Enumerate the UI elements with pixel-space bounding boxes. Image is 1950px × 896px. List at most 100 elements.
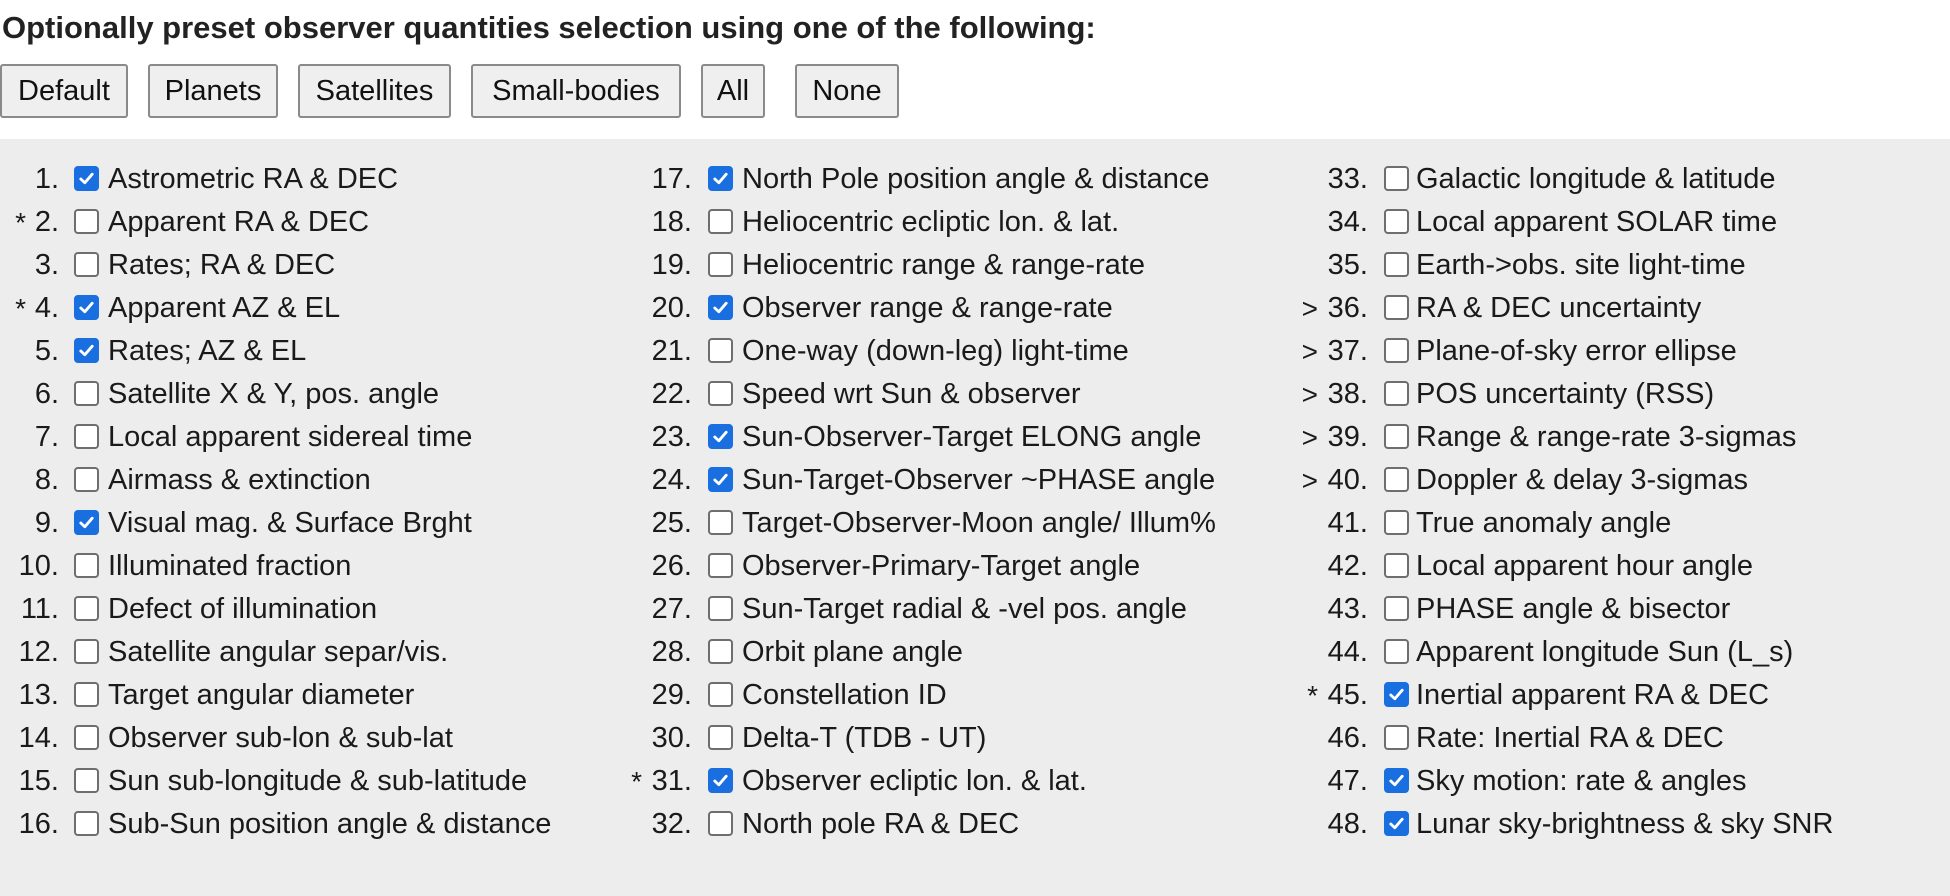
quantity-label[interactable]: Orbit plane angle	[742, 636, 963, 668]
quantity-checkbox[interactable]	[708, 252, 733, 277]
quantity-label[interactable]: Delta-T (TDB - UT)	[742, 722, 987, 754]
quantity-label[interactable]: Heliocentric range & range-rate	[742, 249, 1145, 281]
quantity-label[interactable]: Sun-Target radial & -vel pos. angle	[742, 593, 1187, 625]
quantity-checkbox[interactable]	[74, 768, 99, 793]
quantity-label[interactable]: Constellation ID	[742, 679, 947, 711]
quantity-checkbox[interactable]	[1384, 811, 1409, 836]
quantity-checkbox[interactable]	[74, 209, 99, 234]
quantity-label[interactable]: Illuminated fraction	[108, 550, 352, 582]
quantity-label[interactable]: North pole RA & DEC	[742, 808, 1020, 840]
quantity-checkbox[interactable]	[708, 467, 733, 492]
quantity-checkbox[interactable]	[1384, 510, 1409, 535]
quantity-label[interactable]: True anomaly angle	[1416, 507, 1672, 539]
quantity-checkbox[interactable]	[708, 381, 733, 406]
quantity-label[interactable]: Apparent longitude Sun (L_s)	[1416, 636, 1794, 668]
quantity-checkbox[interactable]	[1384, 295, 1409, 320]
quantity-label[interactable]: Apparent RA & DEC	[108, 206, 370, 238]
quantity-label[interactable]: Observer sub-lon & sub-lat	[108, 722, 453, 754]
quantity-checkbox[interactable]	[1384, 768, 1409, 793]
quantity-checkbox[interactable]	[1384, 553, 1409, 578]
preset-small-bodies-button[interactable]: Small-bodies	[471, 64, 681, 118]
quantity-checkbox[interactable]	[74, 639, 99, 664]
quantity-checkbox[interactable]	[708, 510, 733, 535]
quantity-checkbox[interactable]	[74, 338, 99, 363]
quantity-checkbox[interactable]	[74, 596, 99, 621]
quantity-checkbox[interactable]	[1384, 639, 1409, 664]
quantity-checkbox[interactable]	[1384, 166, 1409, 191]
quantity-label[interactable]: Airmass & extinction	[108, 464, 371, 496]
quantity-label[interactable]: Sun sub-longitude & sub-latitude	[108, 765, 528, 797]
quantity-checkbox[interactable]	[708, 424, 733, 449]
quantity-checkbox[interactable]	[74, 252, 99, 277]
quantity-label[interactable]: Earth->obs. site light-time	[1416, 249, 1746, 281]
quantity-checkbox[interactable]	[74, 381, 99, 406]
quantity-label[interactable]: Local apparent sidereal time	[108, 421, 473, 453]
quantity-label[interactable]: Speed wrt Sun & observer	[742, 378, 1081, 410]
quantity-checkbox[interactable]	[74, 510, 99, 535]
preset-all-button[interactable]: All	[701, 64, 765, 118]
quantity-label[interactable]: POS uncertainty (RSS)	[1416, 378, 1715, 410]
quantity-label[interactable]: Heliocentric ecliptic lon. & lat.	[742, 206, 1120, 238]
quantity-checkbox[interactable]	[1384, 338, 1409, 363]
quantity-checkbox[interactable]	[1384, 424, 1409, 449]
quantity-checkbox[interactable]	[74, 467, 99, 492]
quantity-label[interactable]: Local apparent hour angle	[1416, 550, 1753, 582]
quantity-checkbox[interactable]	[708, 768, 733, 793]
quantity-label[interactable]: One-way (down-leg) light-time	[742, 335, 1129, 367]
quantity-label[interactable]: Sun-Observer-Target ELONG angle	[742, 421, 1202, 453]
quantity-checkbox[interactable]	[708, 209, 733, 234]
quantity-label[interactable]: Rate: Inertial RA & DEC	[1416, 722, 1724, 754]
preset-satellites-button[interactable]: Satellites	[298, 64, 451, 118]
quantity-label[interactable]: Observer-Primary-Target angle	[742, 550, 1141, 582]
quantity-label[interactable]: Observer ecliptic lon. & lat.	[742, 765, 1087, 797]
quantity-label[interactable]: Lunar sky-brightness & sky SNR	[1416, 808, 1834, 840]
quantity-checkbox[interactable]	[1384, 381, 1409, 406]
quantity-label[interactable]: North Pole position angle & distance	[742, 163, 1210, 195]
quantity-checkbox[interactable]	[1384, 725, 1409, 750]
quantity-checkbox[interactable]	[708, 811, 733, 836]
quantity-label[interactable]: Satellite X & Y, pos. angle	[108, 378, 440, 410]
quantity-checkbox[interactable]	[708, 725, 733, 750]
quantity-checkbox[interactable]	[74, 725, 99, 750]
quantity-label[interactable]: Defect of illumination	[108, 593, 378, 625]
quantity-label[interactable]: Rates; RA & DEC	[108, 249, 336, 281]
quantity-label[interactable]: Target-Observer-Moon angle/ Illum%	[742, 507, 1216, 539]
quantity-checkbox[interactable]	[74, 424, 99, 449]
quantity-label[interactable]: RA & DEC uncertainty	[1416, 292, 1702, 324]
quantity-label[interactable]: Sun-Target-Observer ~PHASE angle	[742, 464, 1216, 496]
quantity-checkbox[interactable]	[708, 166, 733, 191]
quantity-checkbox[interactable]	[74, 553, 99, 578]
quantity-checkbox[interactable]	[708, 639, 733, 664]
quantity-checkbox[interactable]	[74, 166, 99, 191]
quantity-label[interactable]: Satellite angular separ/vis.	[108, 636, 449, 668]
quantity-checkbox[interactable]	[1384, 467, 1409, 492]
quantity-label[interactable]: Inertial apparent RA & DEC	[1416, 679, 1770, 711]
quantity-label[interactable]: Galactic longitude & latitude	[1416, 163, 1776, 195]
quantity-label[interactable]: Sky motion: rate & angles	[1416, 765, 1747, 797]
quantity-label[interactable]: Plane-of-sky error ellipse	[1416, 335, 1737, 367]
quantity-label[interactable]: Target angular diameter	[108, 679, 415, 711]
quantity-label[interactable]: Local apparent SOLAR time	[1416, 206, 1778, 238]
quantity-label[interactable]: Range & range-rate 3-sigmas	[1416, 421, 1797, 453]
preset-none-button[interactable]: None	[795, 64, 899, 118]
quantity-checkbox[interactable]	[708, 682, 733, 707]
preset-default-button[interactable]: Default	[0, 64, 128, 118]
quantity-checkbox[interactable]	[74, 682, 99, 707]
quantity-label[interactable]: Visual mag. & Surface Brght	[108, 507, 472, 539]
preset-planets-button[interactable]: Planets	[148, 64, 278, 118]
quantity-checkbox[interactable]	[708, 295, 733, 320]
quantity-label[interactable]: Rates; AZ & EL	[108, 335, 307, 367]
quantity-checkbox[interactable]	[708, 553, 733, 578]
quantity-checkbox[interactable]	[74, 295, 99, 320]
quantity-label[interactable]: Observer range & range-rate	[742, 292, 1113, 324]
quantity-checkbox[interactable]	[74, 811, 99, 836]
quantity-label[interactable]: PHASE angle & bisector	[1416, 593, 1731, 625]
quantity-label[interactable]: Astrometric RA & DEC	[108, 163, 399, 195]
quantity-checkbox[interactable]	[1384, 252, 1409, 277]
quantity-label[interactable]: Doppler & delay 3-sigmas	[1416, 464, 1749, 496]
quantity-checkbox[interactable]	[1384, 209, 1409, 234]
quantity-label[interactable]: Apparent AZ & EL	[108, 292, 341, 324]
quantity-checkbox[interactable]	[1384, 682, 1409, 707]
quantity-checkbox[interactable]	[708, 338, 733, 363]
quantity-checkbox[interactable]	[708, 596, 733, 621]
